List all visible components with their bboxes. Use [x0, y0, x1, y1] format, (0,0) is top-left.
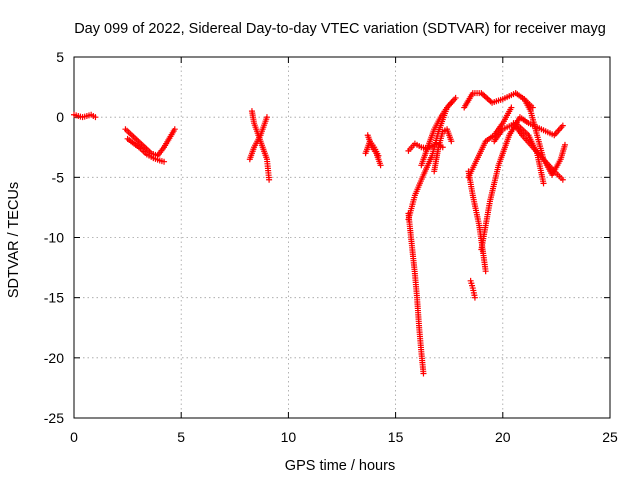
data-point	[482, 268, 489, 275]
data-point	[266, 176, 273, 183]
data-point	[92, 114, 99, 121]
plot-frame	[73, 56, 611, 419]
series-arc-15	[465, 104, 515, 181]
series-arc-10	[405, 94, 459, 223]
series-arc-2	[122, 126, 178, 159]
data-point	[471, 294, 478, 301]
series-arc-4	[248, 108, 273, 183]
x-axis-label: GPS time / hours	[285, 458, 395, 474]
series-arc-19	[521, 96, 568, 178]
x-tick-label: 10	[281, 429, 297, 445]
x-tick-label: 20	[495, 429, 511, 445]
data-point	[508, 104, 515, 111]
series-arc-9	[405, 210, 427, 377]
y-tick-label: 5	[56, 49, 64, 65]
series-arc-20	[491, 120, 547, 187]
data-point	[263, 114, 270, 121]
data-point	[377, 162, 384, 169]
data-point	[161, 158, 168, 165]
data-point	[452, 94, 459, 101]
series-arc-16	[461, 90, 536, 111]
data-point	[559, 176, 566, 183]
x-tick-label: 5	[177, 429, 185, 445]
series-arc-12	[431, 126, 455, 175]
data-point	[559, 122, 566, 129]
data-points	[71, 90, 568, 377]
x-tick-label: 25	[602, 429, 618, 445]
y-tick-label: -10	[44, 230, 64, 246]
y-tick-label: -20	[44, 350, 64, 366]
y-axis-label: SDTVAR / TECUs	[6, 182, 22, 298]
series-arc-11	[418, 99, 455, 169]
data-point	[448, 99, 455, 106]
series-arc-7	[362, 138, 382, 159]
data-point	[448, 138, 455, 145]
y-tick-labels: 5 0 -5 -10 -15 -20 -25	[44, 49, 64, 426]
series-arc-17	[478, 114, 566, 253]
y-tick-label: -15	[44, 290, 64, 306]
y-tick-label: -5	[52, 169, 65, 185]
series-arc-1	[71, 111, 99, 121]
series-arc-3	[124, 135, 168, 165]
y-tick-label: 0	[56, 109, 64, 125]
x-tick-labels: 0 5 10 15 20 25	[70, 429, 618, 445]
data-point	[375, 152, 382, 159]
series-arc-5	[246, 114, 270, 163]
data-point	[540, 180, 547, 187]
y-tick-label: -25	[44, 410, 64, 426]
x-tick-label: 0	[70, 429, 78, 445]
series-arc-13	[467, 277, 478, 301]
data-point	[561, 141, 568, 148]
data-point	[171, 126, 178, 133]
x-tick-label: 15	[388, 429, 404, 445]
chart-title: Day 099 of 2022, Sidereal Day-to-day VTE…	[74, 21, 606, 37]
data-point	[420, 370, 427, 377]
